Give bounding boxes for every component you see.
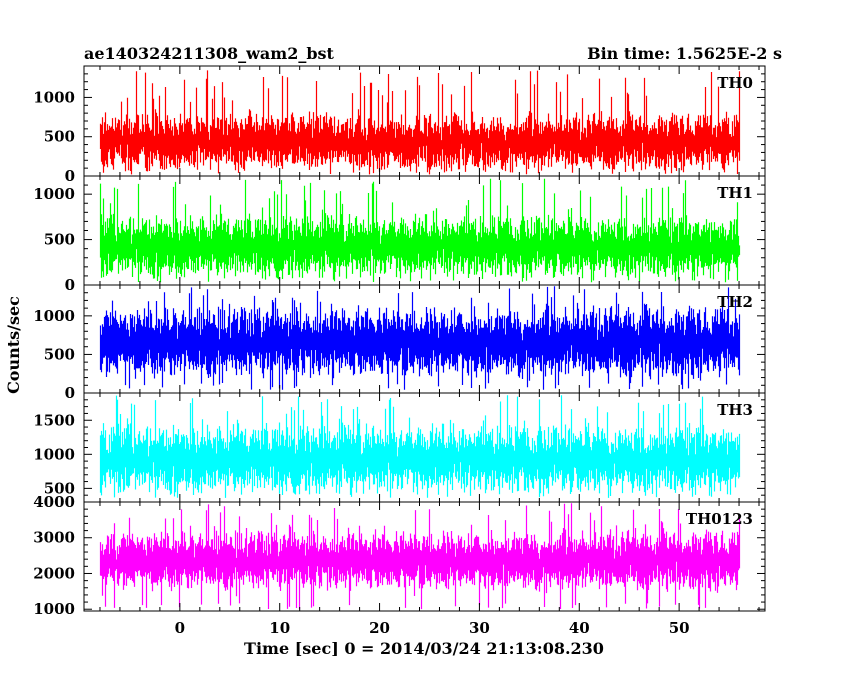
series-line-th0123 [99,503,741,610]
panel-th0: 0 500 1000 TH0 [33,65,766,185]
panel-th2: 0 500 1000 TH2 [33,284,766,402]
chart-title: ae140324211308_wam2_bst [84,44,335,63]
panel-label-th0123: TH0123 [686,510,753,528]
panel-label-th3: TH3 [717,401,753,419]
panel-label-th0: TH0 [717,74,753,92]
y-tick-label: 500 [44,345,75,363]
y-tick-label: 1000 [33,88,75,106]
x-tick-label: 40 [569,619,590,637]
series-line-th2 [99,286,741,390]
panel-th0123: 1000 2000 3000 4000 TH0123 [33,493,766,618]
y-tick-label: 1000 [33,307,75,325]
y-tick-label: 1500 [33,411,75,429]
y-tick-label: 4000 [33,493,75,511]
x-tick-label: 50 [669,619,690,637]
bin-time-label: Bin time: 1.5625E-2 s [587,44,782,63]
y-tick-label: 1000 [33,600,75,618]
panel-frame [83,501,766,612]
x-tick-label: 30 [469,619,490,637]
y-axis-label: Counts/sec [4,296,23,394]
y-tick-label: 0 [65,167,75,185]
panel-label-th2: TH2 [717,293,753,311]
y-tick-label: 1000 [33,185,75,203]
panel-th1: 0 500 1000 TH1 [33,175,766,294]
y-tick-label: 3000 [33,529,75,547]
panel-th3: 500 1000 1500 TH3 [33,392,766,503]
y-tick-label: 500 [44,479,75,497]
y-tick-label: 0 [65,276,75,294]
x-tick-label: 0 [175,619,185,637]
series-line-th0 [99,70,741,175]
x-tick-label: 10 [269,619,290,637]
y-tick-label: 2000 [33,564,75,582]
x-axis-label: Time [sec] 0 = 2014/03/24 21:13:08.230 [244,639,604,658]
y-tick-label: 500 [44,128,75,146]
y-tick-label: 0 [65,384,75,402]
series-line-th1 [99,178,741,283]
series-line-th3 [99,395,741,498]
y-tick-label: 500 [44,231,75,249]
x-tick-label: 20 [369,619,390,637]
y-tick-label: 1000 [33,445,75,463]
panel-label-th1: TH1 [717,184,753,202]
